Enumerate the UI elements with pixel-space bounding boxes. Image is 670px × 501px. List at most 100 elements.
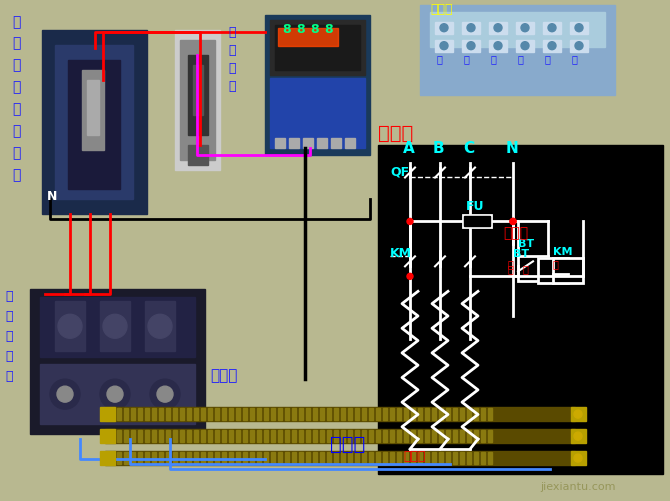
Bar — [264, 452, 268, 464]
Text: KM: KM — [390, 247, 412, 260]
Bar — [208, 430, 212, 442]
Bar — [460, 430, 464, 442]
Bar — [278, 408, 282, 420]
Bar — [462, 41, 480, 53]
Text: 8: 8 — [324, 23, 332, 36]
Text: BT: BT — [513, 249, 529, 259]
Text: A: A — [403, 140, 415, 155]
Bar — [446, 408, 450, 420]
Bar — [345, 138, 355, 148]
Text: 触: 触 — [5, 350, 13, 363]
Bar — [435, 41, 453, 53]
Bar — [236, 430, 240, 442]
Text: 中: 中 — [508, 259, 514, 269]
Bar — [131, 430, 135, 442]
Text: 极: 极 — [228, 44, 235, 57]
Bar — [188, 56, 208, 135]
Bar — [292, 452, 296, 464]
Bar — [222, 408, 226, 420]
Bar — [404, 452, 408, 464]
Bar — [348, 452, 352, 464]
Bar — [180, 452, 184, 464]
Bar — [571, 407, 586, 421]
Bar — [285, 452, 289, 464]
Bar — [215, 452, 219, 464]
Circle shape — [574, 432, 582, 440]
Bar — [376, 452, 380, 464]
Bar — [303, 138, 313, 148]
Text: 温控表: 温控表 — [503, 226, 528, 240]
Bar — [425, 408, 429, 420]
Bar — [271, 430, 275, 442]
Bar — [110, 452, 114, 464]
Text: 相: 相 — [553, 259, 559, 269]
Bar — [331, 138, 341, 148]
Bar — [348, 430, 352, 442]
Bar — [369, 452, 373, 464]
Bar — [418, 408, 422, 420]
Bar — [474, 408, 478, 420]
Bar — [432, 430, 436, 442]
Text: 温控表: 温控表 — [378, 123, 413, 142]
Bar — [264, 408, 268, 420]
Bar — [362, 430, 366, 442]
Bar — [543, 23, 561, 35]
Bar — [180, 430, 184, 442]
Text: 中: 中 — [545, 55, 551, 65]
Bar — [264, 430, 268, 442]
Bar — [138, 430, 142, 442]
Bar — [175, 31, 220, 170]
Bar — [222, 430, 226, 442]
Bar — [474, 430, 478, 442]
Circle shape — [440, 25, 448, 33]
Bar — [383, 452, 387, 464]
Bar — [383, 408, 387, 420]
Bar — [152, 430, 156, 442]
Bar — [250, 452, 254, 464]
Bar — [193, 66, 203, 115]
Bar — [453, 430, 457, 442]
Bar — [131, 452, 135, 464]
Bar — [553, 259, 583, 284]
Bar — [334, 408, 338, 420]
Bar — [348, 408, 352, 420]
Bar — [55, 46, 133, 200]
Bar — [453, 452, 457, 464]
Bar — [327, 430, 331, 442]
Bar — [362, 452, 366, 464]
Bar — [425, 430, 429, 442]
Bar — [518, 257, 548, 282]
Text: 三: 三 — [12, 15, 20, 29]
Bar — [369, 408, 373, 420]
Bar — [194, 408, 198, 420]
Bar — [124, 452, 128, 464]
Text: C: C — [463, 140, 474, 155]
Bar — [518, 257, 548, 282]
Text: QF: QF — [390, 165, 409, 178]
Text: 接: 接 — [5, 330, 13, 343]
Bar — [275, 26, 360, 71]
Text: 8: 8 — [282, 23, 291, 36]
Bar — [187, 452, 191, 464]
Bar — [571, 429, 586, 443]
Bar — [229, 452, 233, 464]
Bar — [222, 452, 226, 464]
Bar — [229, 430, 233, 442]
Bar — [188, 145, 208, 165]
Bar — [390, 408, 394, 420]
Bar — [40, 298, 195, 358]
Circle shape — [157, 386, 173, 402]
Bar — [418, 452, 422, 464]
Bar — [100, 302, 130, 352]
Bar — [250, 408, 254, 420]
Circle shape — [50, 379, 80, 409]
Bar — [464, 217, 490, 227]
Text: 高: 高 — [437, 55, 443, 65]
Bar — [383, 430, 387, 442]
Bar — [124, 408, 128, 420]
Bar — [138, 452, 142, 464]
Bar — [110, 408, 114, 420]
Bar — [87, 81, 99, 135]
Bar — [462, 23, 480, 35]
Text: 低: 低 — [491, 55, 497, 65]
